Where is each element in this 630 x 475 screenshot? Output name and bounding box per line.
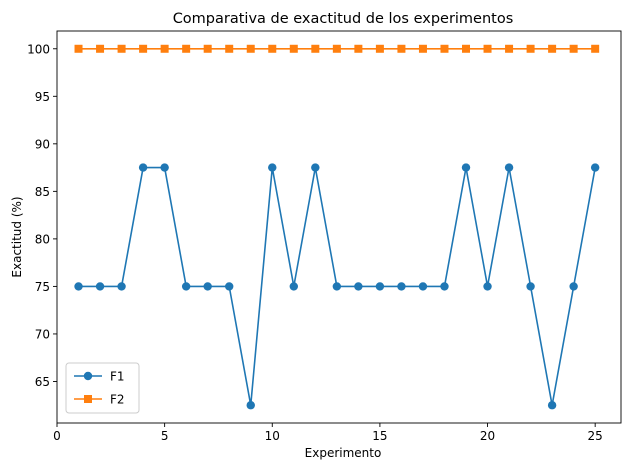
x-axis-label: Experimento <box>305 446 382 460</box>
x-tick-label: 5 <box>161 429 169 443</box>
x-tick-label: 25 <box>588 429 603 443</box>
data-point-f1 <box>138 163 148 172</box>
y-tick-label: 70 <box>35 327 50 341</box>
data-point-f2 <box>483 44 492 53</box>
data-point-f2 <box>289 44 298 53</box>
data-point-f2 <box>117 44 126 53</box>
y-tick-label: 75 <box>35 280 50 294</box>
y-tick-label: 80 <box>35 232 50 246</box>
data-point-f2 <box>74 44 83 53</box>
axis-ticks: 0 5 10 15 20 25 65 70 75 80 85 90 95 100 <box>27 42 603 443</box>
data-point-f1 <box>504 163 514 172</box>
data-point-f2 <box>591 44 600 53</box>
legend-label-f2: F2 <box>110 393 125 407</box>
data-point-f2 <box>505 44 514 53</box>
data-point-f1 <box>590 163 600 172</box>
data-point-f2 <box>139 44 148 53</box>
x-tick-label: 15 <box>372 429 387 443</box>
data-point-f1 <box>289 282 298 291</box>
legend-box <box>65 362 140 414</box>
x-tick-label: 0 <box>53 429 61 443</box>
data-point-f2 <box>332 44 341 53</box>
chart-title: Comparativa de exactitud de los experime… <box>173 11 514 27</box>
data-point-f2 <box>462 44 471 53</box>
data-point-f1 <box>418 282 428 291</box>
x-tick-label: 10 <box>265 429 280 443</box>
data-point-f1 <box>354 282 363 291</box>
data-point-f1 <box>461 163 471 172</box>
data-point-f1 <box>526 282 535 291</box>
y-tick-label: 65 <box>35 375 50 389</box>
y-tick-label: 90 <box>35 137 50 151</box>
data-point-f2 <box>397 44 406 53</box>
data-point-f1 <box>440 282 449 291</box>
data-point-f2 <box>203 44 212 53</box>
legend: F1 F2 <box>65 362 140 414</box>
data-point-f1 <box>246 401 255 410</box>
data-point-f1 <box>375 282 385 291</box>
data-point-f2 <box>375 44 384 53</box>
data-point-f2 <box>440 44 449 53</box>
y-tick-label: 100 <box>27 42 50 56</box>
data-point-f2 <box>225 44 234 53</box>
data-point-f1 <box>483 282 492 291</box>
plot-series <box>74 44 600 410</box>
data-point-f2 <box>418 44 427 53</box>
data-point-f2 <box>160 44 169 53</box>
data-point-f2 <box>268 44 277 53</box>
plot-frame <box>56 30 622 424</box>
data-point-f2 <box>569 44 578 53</box>
y-axis-label: Exactitud (%) <box>10 196 24 277</box>
data-point-f1 <box>332 282 342 291</box>
legend-marker-f1 <box>83 371 93 381</box>
legend-marker-f2 <box>84 395 92 403</box>
data-point-f1 <box>95 282 105 291</box>
data-point-f1 <box>203 282 212 291</box>
data-point-f1 <box>160 163 169 172</box>
data-point-f2 <box>182 44 191 53</box>
data-point-f1 <box>311 163 320 172</box>
data-point-f1 <box>117 282 126 291</box>
data-point-f2 <box>96 44 105 53</box>
data-point-f1 <box>225 282 234 291</box>
data-point-f1 <box>397 282 406 291</box>
data-point-f1 <box>268 163 277 172</box>
data-point-f2 <box>548 44 557 53</box>
y-tick-label: 85 <box>35 185 50 199</box>
data-point-f2 <box>246 44 255 53</box>
data-point-f2 <box>354 44 363 53</box>
data-point-f2 <box>311 44 320 53</box>
data-point-f2 <box>526 44 535 53</box>
y-tick-label: 95 <box>35 90 50 104</box>
data-point-f1 <box>74 282 83 291</box>
data-point-f1 <box>569 282 578 291</box>
data-point-f1 <box>547 401 557 410</box>
data-point-f1 <box>181 282 191 291</box>
x-tick-label: 20 <box>480 429 495 443</box>
legend-label-f1: F1 <box>110 370 125 384</box>
